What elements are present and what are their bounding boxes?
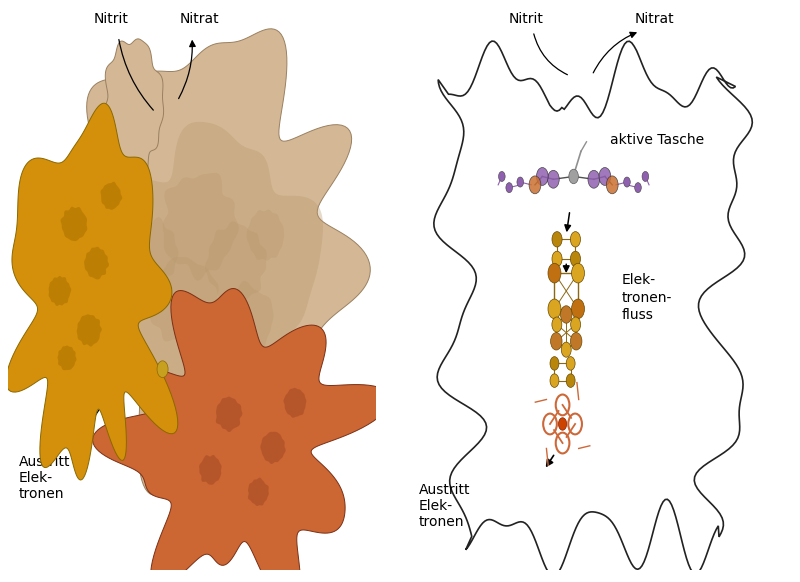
Polygon shape xyxy=(61,207,87,241)
Text: Nitrat: Nitrat xyxy=(179,12,219,26)
Text: aktive Tasche: aktive Tasche xyxy=(610,133,705,147)
Circle shape xyxy=(537,168,548,186)
Polygon shape xyxy=(220,281,274,355)
Circle shape xyxy=(634,183,642,193)
Circle shape xyxy=(157,361,168,378)
Text: Elek-
tronen-
fluss: Elek- tronen- fluss xyxy=(622,274,672,322)
Polygon shape xyxy=(39,29,370,495)
Polygon shape xyxy=(49,276,71,306)
Polygon shape xyxy=(216,396,242,432)
Polygon shape xyxy=(93,289,390,582)
Circle shape xyxy=(599,168,610,186)
Polygon shape xyxy=(101,182,122,210)
Circle shape xyxy=(529,176,541,194)
Circle shape xyxy=(547,171,559,188)
Text: Nitrit: Nitrit xyxy=(508,12,543,26)
Circle shape xyxy=(566,374,575,388)
Polygon shape xyxy=(58,346,77,370)
Circle shape xyxy=(550,374,559,388)
Circle shape xyxy=(642,172,649,182)
Circle shape xyxy=(548,299,561,319)
Circle shape xyxy=(606,176,618,194)
Polygon shape xyxy=(77,314,102,346)
Circle shape xyxy=(550,332,562,350)
Text: Nitrat: Nitrat xyxy=(634,12,674,26)
Polygon shape xyxy=(434,41,752,576)
Polygon shape xyxy=(283,388,306,418)
Polygon shape xyxy=(199,455,222,485)
Circle shape xyxy=(498,172,505,182)
Polygon shape xyxy=(162,173,238,281)
Polygon shape xyxy=(119,122,323,429)
Circle shape xyxy=(552,317,562,332)
Circle shape xyxy=(571,263,585,283)
Circle shape xyxy=(570,232,581,247)
Circle shape xyxy=(569,169,578,184)
Polygon shape xyxy=(101,39,163,180)
Circle shape xyxy=(561,306,572,323)
Circle shape xyxy=(570,317,581,332)
Circle shape xyxy=(566,357,575,370)
Polygon shape xyxy=(150,257,218,349)
Text: Austritt
Elek-
tronen: Austritt Elek- tronen xyxy=(419,483,470,529)
Polygon shape xyxy=(260,432,286,464)
Circle shape xyxy=(552,251,562,267)
Circle shape xyxy=(550,357,559,370)
Text: Austritt
Elek-
tronen: Austritt Elek- tronen xyxy=(19,455,70,501)
Polygon shape xyxy=(187,330,234,387)
Circle shape xyxy=(517,177,523,187)
Circle shape xyxy=(562,342,571,357)
Circle shape xyxy=(588,171,600,188)
Polygon shape xyxy=(248,478,269,506)
Circle shape xyxy=(571,299,585,319)
Circle shape xyxy=(552,232,562,247)
Polygon shape xyxy=(205,221,267,306)
Circle shape xyxy=(548,263,561,283)
Circle shape xyxy=(558,418,566,430)
Circle shape xyxy=(570,332,582,350)
Polygon shape xyxy=(133,217,178,286)
Polygon shape xyxy=(246,210,284,261)
Circle shape xyxy=(570,251,581,267)
Polygon shape xyxy=(84,247,109,279)
Text: Nitrit: Nitrit xyxy=(94,12,129,26)
Circle shape xyxy=(624,177,630,187)
Polygon shape xyxy=(6,103,178,480)
Circle shape xyxy=(506,183,513,193)
